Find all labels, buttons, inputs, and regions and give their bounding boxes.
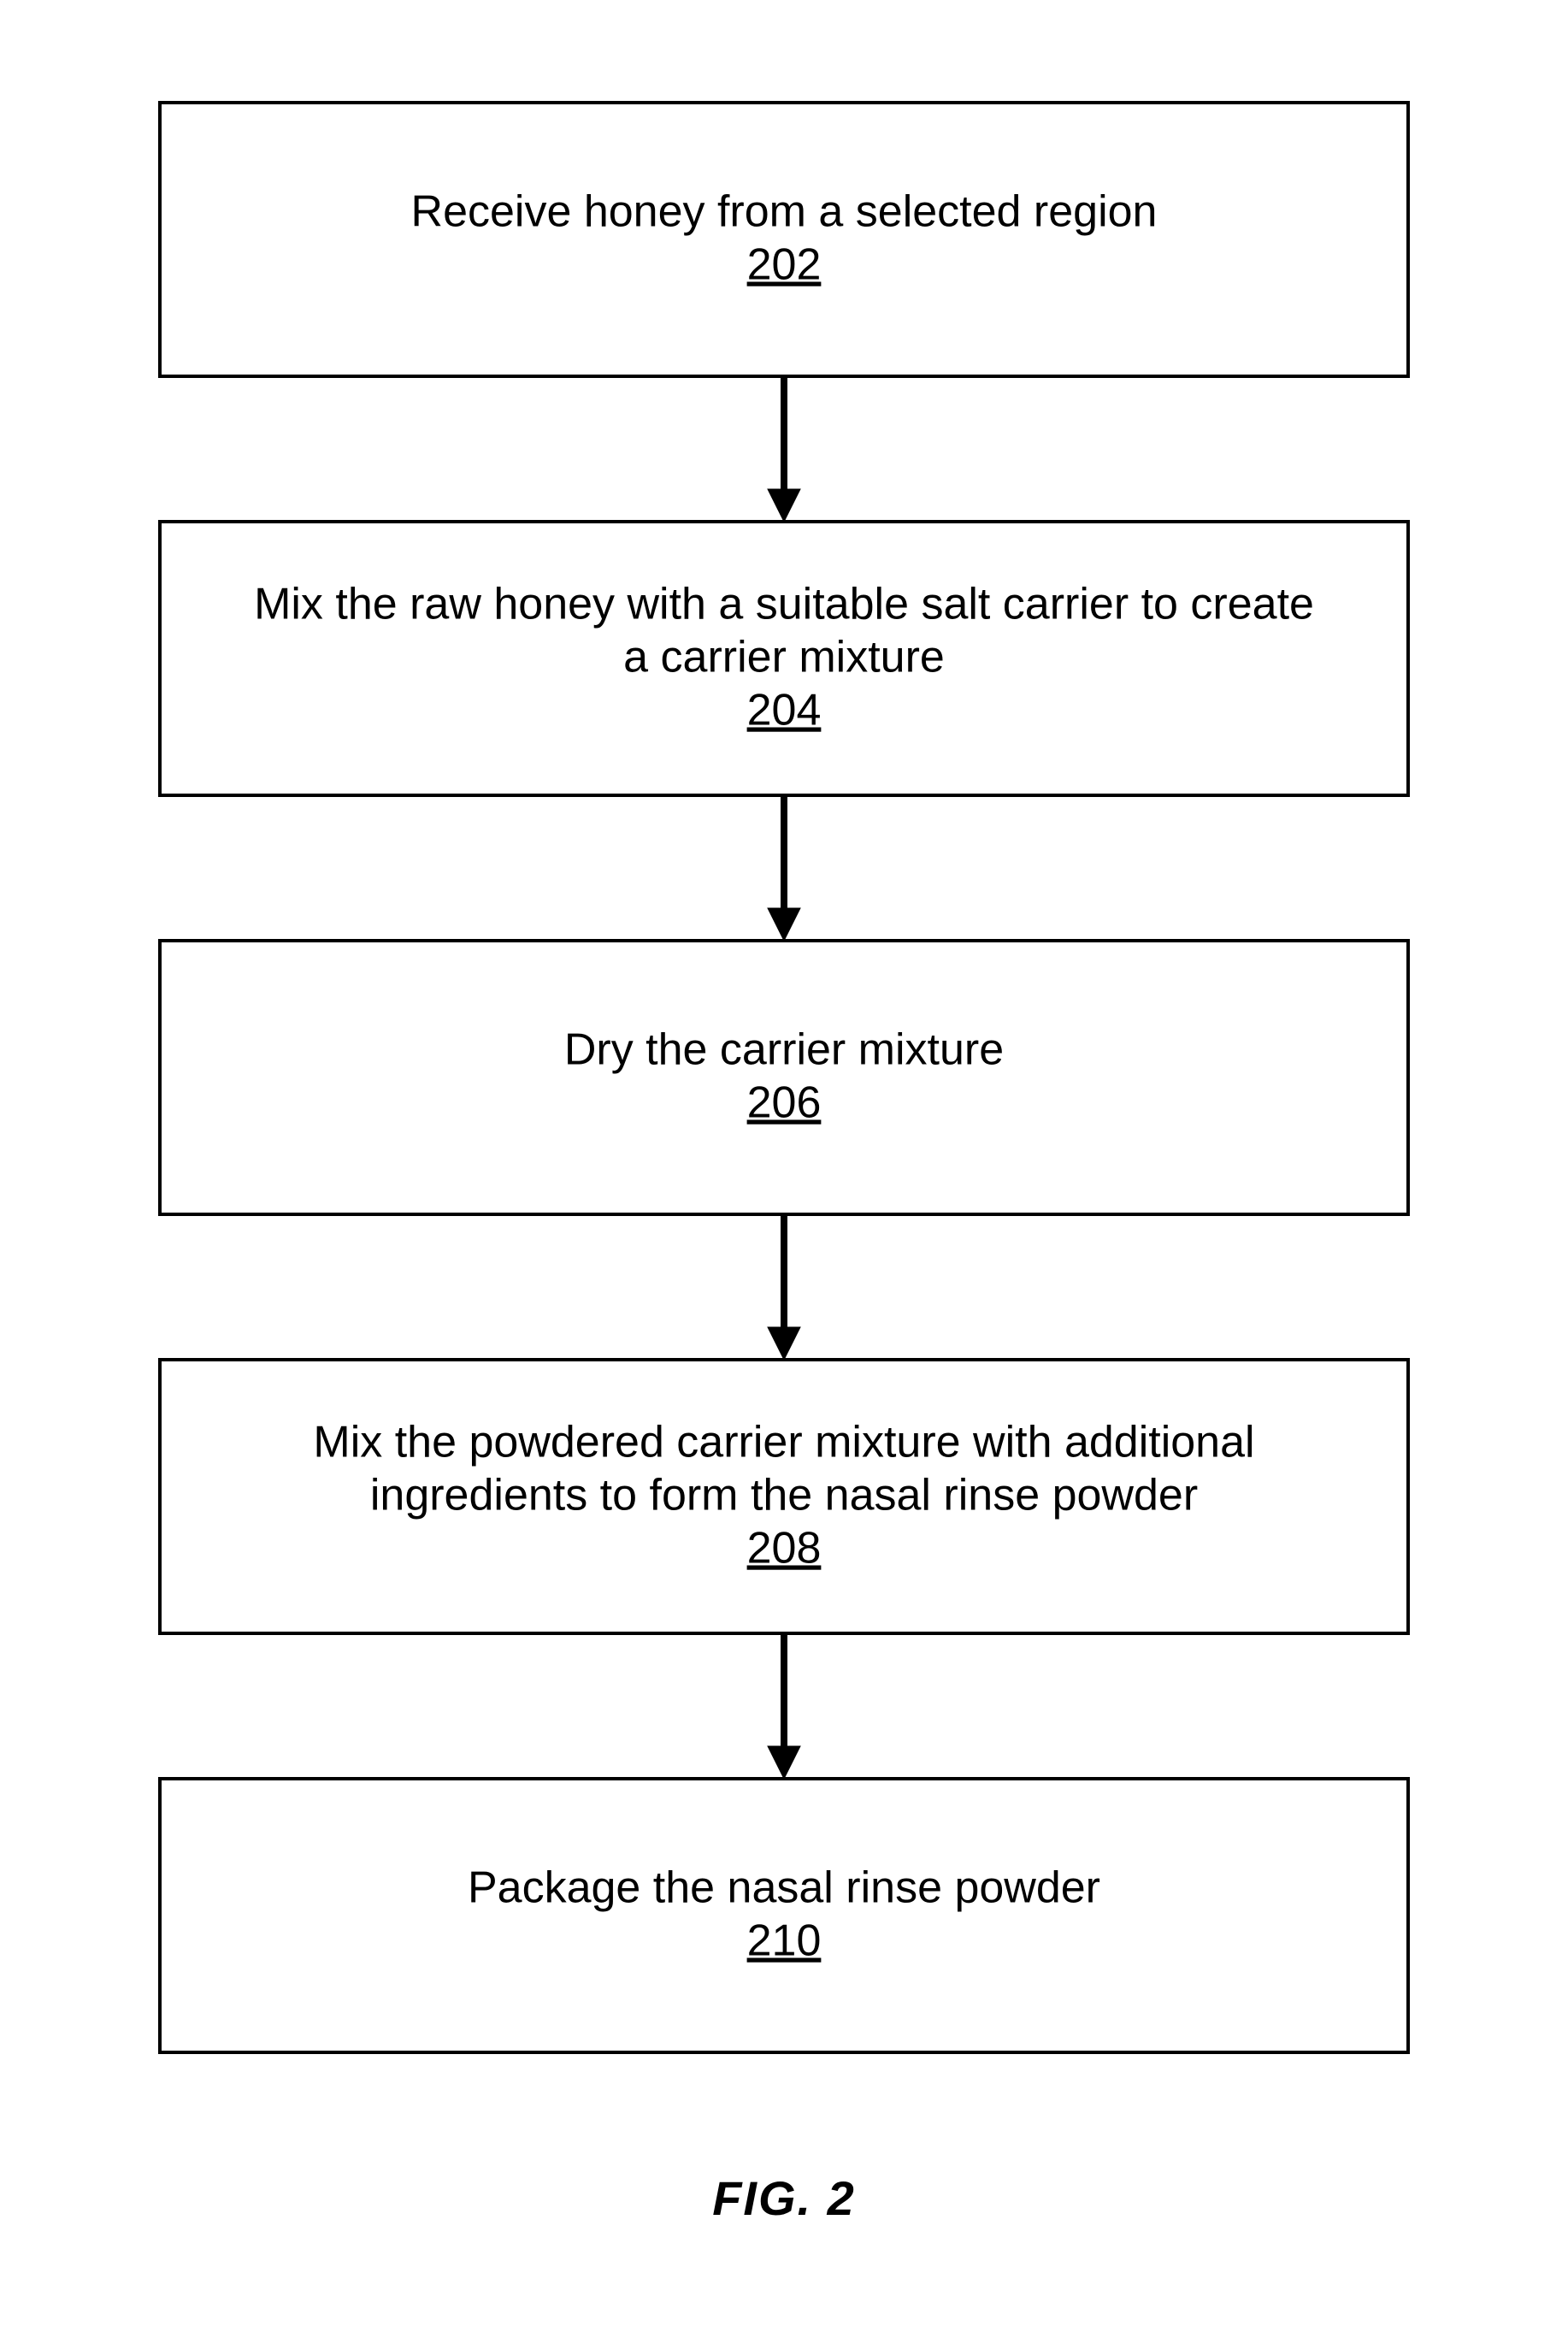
- flow-step-text: Package the nasal rinse powder: [468, 1863, 1100, 1913]
- flow-step-ref: 204: [747, 686, 822, 735]
- flow-step-ref: 210: [747, 1916, 822, 1966]
- flowchart-diagram: Receive honey from a selected region202 M…: [0, 0, 1568, 2326]
- flow-step-ref: 202: [747, 240, 822, 290]
- flow-step: Receive honey from a selected region202: [160, 103, 1408, 376]
- flow-step: Package the nasal rinse powder210: [160, 1779, 1408, 2052]
- flow-step-text: Mix the raw honey with a suitable salt c…: [254, 580, 1314, 629]
- flow-step-text: Mix the powdered carrier mixture with ad…: [313, 1418, 1254, 1467]
- flow-step-ref: 208: [747, 1524, 822, 1573]
- flow-step-text: Dry the carrier mixture: [564, 1025, 1004, 1075]
- flow-step-text: a carrier mixture: [623, 633, 945, 682]
- flow-step: Dry the carrier mixture206: [160, 941, 1408, 1214]
- flow-step: Mix the raw honey with a suitable salt c…: [160, 522, 1408, 795]
- figure-label: FIG. 2: [712, 2171, 856, 2225]
- flow-step: Mix the powdered carrier mixture with ad…: [160, 1360, 1408, 1633]
- flow-step-text: ingredients to form the nasal rinse powd…: [370, 1471, 1198, 1520]
- flow-step-text: Receive honey from a selected region: [411, 187, 1158, 237]
- flow-step-ref: 206: [747, 1078, 822, 1128]
